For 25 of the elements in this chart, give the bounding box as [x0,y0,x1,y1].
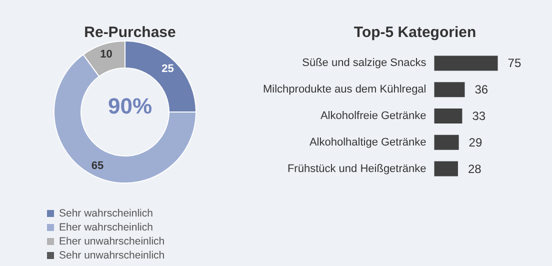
data-label: 28 [468,162,482,176]
y-tick-label: Alkoholhaltige Getränke [309,136,426,148]
bar [434,56,498,71]
chart-title: Top-5 Kategorien [354,24,476,41]
data-label: 29 [468,135,482,150]
data-label: 75 [508,56,522,70]
data-label: 10 [100,48,112,60]
y-tick-label: Alkoholfreie Getränke [320,110,426,122]
data-label: 25 [162,63,174,76]
bar [434,108,462,124]
legend-label: Eher wahrscheinlich [59,222,154,234]
y-tick-label: Süße und salzige Snacks [302,57,427,70]
data-label: 36 [474,82,488,97]
data-label: 33 [472,109,486,123]
legend-label: Eher unwahrscheinlich [59,236,165,248]
text: 90% [108,94,152,118]
bar [434,134,459,150]
y-tick-label: Frühstück und Heißgetränke [287,162,426,175]
legend-label: Sehr unwahrscheinlich [59,250,165,262]
chart-title: Re-Purchase [84,24,176,41]
legend-label: Sehr wahrscheinlich [59,208,154,220]
bar [434,161,458,176]
data-label: 65 [91,160,104,172]
bar [434,82,465,98]
y-tick-label: Milchprodukte aus dem Kühlregal [262,84,426,96]
